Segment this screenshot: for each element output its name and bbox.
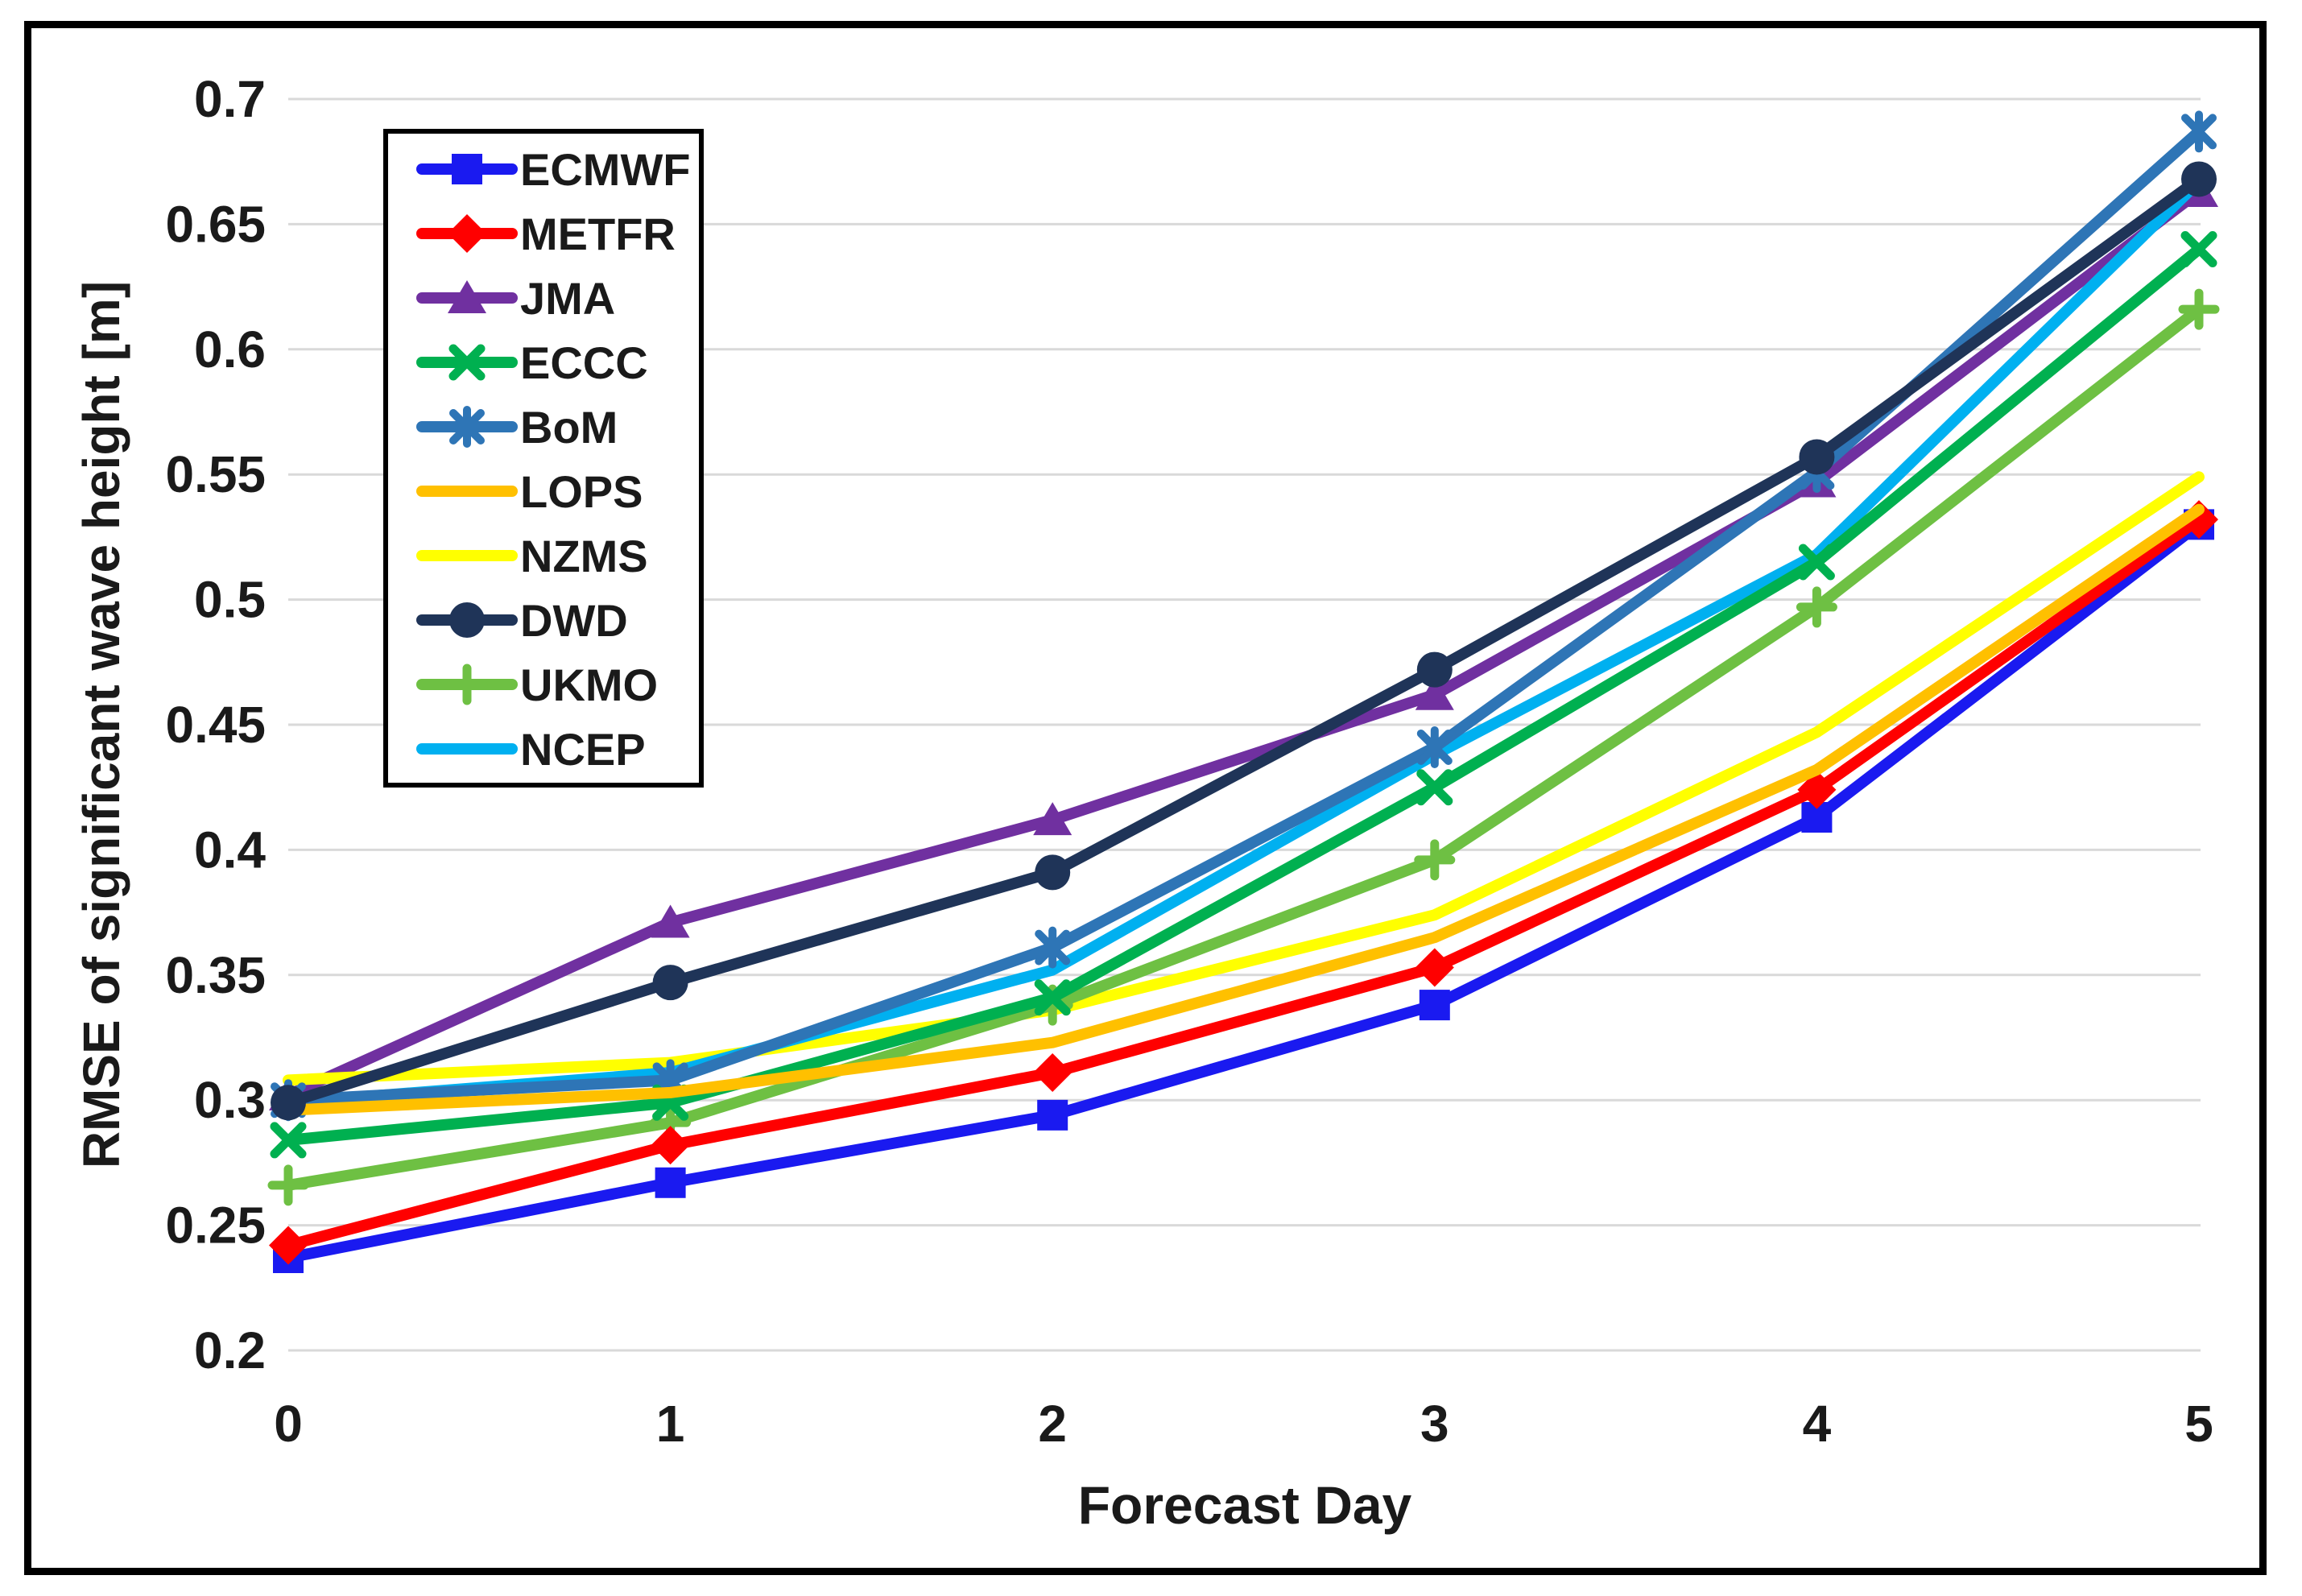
series-NZMS <box>283 471 2205 1086</box>
legend-item-LOPS: LOPS <box>416 466 643 517</box>
y-tick-label: 0.5 <box>194 571 266 629</box>
marker-plus <box>1796 586 1837 628</box>
marker-plus <box>1414 839 1456 881</box>
legend-item-METFR: METFR <box>416 209 676 259</box>
y-tick-label: 0.4 <box>194 821 266 879</box>
marker-square <box>452 154 482 184</box>
series-line-METFR <box>283 514 2205 1251</box>
y-tick-label: 0.7 <box>194 70 266 128</box>
legend-item-BoM: BoM <box>416 402 618 453</box>
legend-label-NCEP: NCEP <box>520 724 646 775</box>
series-ECCC <box>270 230 2217 1159</box>
y-tick-labels: 0.7 0.65 0.6 0.55 0.5 0.45 0.4 0.35 0.3 0.25 0.2 <box>165 70 266 1379</box>
legend-box <box>383 129 704 788</box>
marker-circle <box>652 965 688 1001</box>
marker-square <box>1419 990 1450 1021</box>
x-tick-label: 1 <box>656 1395 685 1453</box>
marker-plus <box>2178 288 2220 330</box>
y-tick-label: 0.45 <box>165 696 266 754</box>
marker-star <box>449 406 485 448</box>
y-tick-label: 0.65 <box>165 195 266 253</box>
marker-x <box>448 344 486 381</box>
marker-star <box>1416 726 1453 768</box>
series-line-NCEP <box>283 176 2205 1109</box>
marker-square <box>1037 1099 1068 1131</box>
legend-label-DWD: DWD <box>520 595 628 646</box>
marker-circle <box>1035 854 1071 891</box>
series-line-LOPS <box>283 503 2205 1116</box>
legend-item-NZMS: NZMS <box>416 531 648 581</box>
legend-label-ECMWF: ECMWF <box>520 144 691 195</box>
legend-item-UKMO: UKMO <box>416 659 658 710</box>
marker-triangle <box>1415 676 1454 710</box>
series-line-UKMO <box>283 304 2205 1191</box>
series-DWD <box>271 161 2217 1121</box>
series-LOPS <box>283 503 2205 1116</box>
marker-circle <box>1416 651 1453 688</box>
marker-triangle <box>448 280 486 313</box>
y-tick-label: 0.6 <box>194 320 266 378</box>
marker-star <box>1035 926 1071 969</box>
series-line-DWD <box>283 173 2205 1109</box>
y-tick-label: 0.3 <box>194 1071 266 1129</box>
marker-x <box>1798 544 1835 581</box>
legend-item-ECMWF: ECMWF <box>416 144 691 195</box>
series-line-ECCC <box>283 243 2205 1146</box>
marker-triangle <box>651 904 690 938</box>
x-tick-labels: 0 1 2 3 4 5 <box>274 1395 2213 1453</box>
series-UKMO <box>267 288 2220 1206</box>
marker-diamond <box>269 1226 308 1265</box>
marker-circle <box>2181 161 2217 197</box>
legend-label-JMA: JMA <box>520 273 615 324</box>
legend-label-ECCC: ECCC <box>520 337 648 388</box>
marker-square <box>655 1167 686 1198</box>
y-axis-title: RMSE of significant wave height [m] <box>72 281 130 1168</box>
series-layer <box>267 110 2220 1274</box>
x-tick-label: 4 <box>1803 1395 1832 1453</box>
marker-circle <box>449 602 485 638</box>
legend-label-NZMS: NZMS <box>520 531 648 581</box>
marker-diamond <box>1033 1053 1072 1093</box>
marker-plus <box>446 664 488 705</box>
series-line-NZMS <box>283 471 2205 1086</box>
marker-triangle <box>1033 802 1072 836</box>
y-tick-label: 0.35 <box>165 946 266 1004</box>
series-line-ECMWF <box>283 519 2205 1264</box>
y-tick-label: 0.2 <box>194 1321 266 1379</box>
marker-x <box>2180 230 2217 267</box>
series-NCEP <box>283 176 2205 1109</box>
legend-item-NCEP: NCEP <box>416 724 646 775</box>
marker-diamond <box>651 1126 690 1165</box>
marker-x <box>270 1122 307 1159</box>
x-axis-title: Forecast Day <box>1078 1475 1412 1535</box>
legend-label-METFR: METFR <box>520 209 676 259</box>
y-tick-label: 0.55 <box>165 445 266 503</box>
marker-diamond <box>448 214 486 253</box>
marker-circle <box>271 1085 306 1121</box>
legend-item-ECCC: ECCC <box>416 337 648 388</box>
legend-item-JMA: JMA <box>416 273 615 324</box>
marker-star <box>2181 110 2217 153</box>
marker-circle <box>1799 439 1835 475</box>
legend-label-BoM: BoM <box>520 402 618 453</box>
marker-x <box>1034 979 1071 1016</box>
legend-item-DWD: DWD <box>416 595 628 646</box>
y-tick-label: 0.25 <box>165 1197 266 1255</box>
marker-x <box>1416 769 1453 806</box>
legend-label-UKMO: UKMO <box>520 659 658 710</box>
x-tick-label: 5 <box>2184 1395 2213 1453</box>
marker-plus <box>267 1164 309 1206</box>
legend: ECMWF METFR JMA ECCC BoM LOPS NZMS DWD UKMO NCEP <box>383 129 704 788</box>
marker-diamond <box>1415 948 1454 987</box>
x-tick-label: 0 <box>274 1395 303 1453</box>
x-tick-label: 2 <box>1038 1395 1067 1453</box>
legend-label-LOPS: LOPS <box>520 466 643 517</box>
figure-border <box>24 21 2267 1575</box>
series-line-JMA <box>283 185 2205 1101</box>
x-tick-label: 3 <box>1420 1395 1449 1453</box>
